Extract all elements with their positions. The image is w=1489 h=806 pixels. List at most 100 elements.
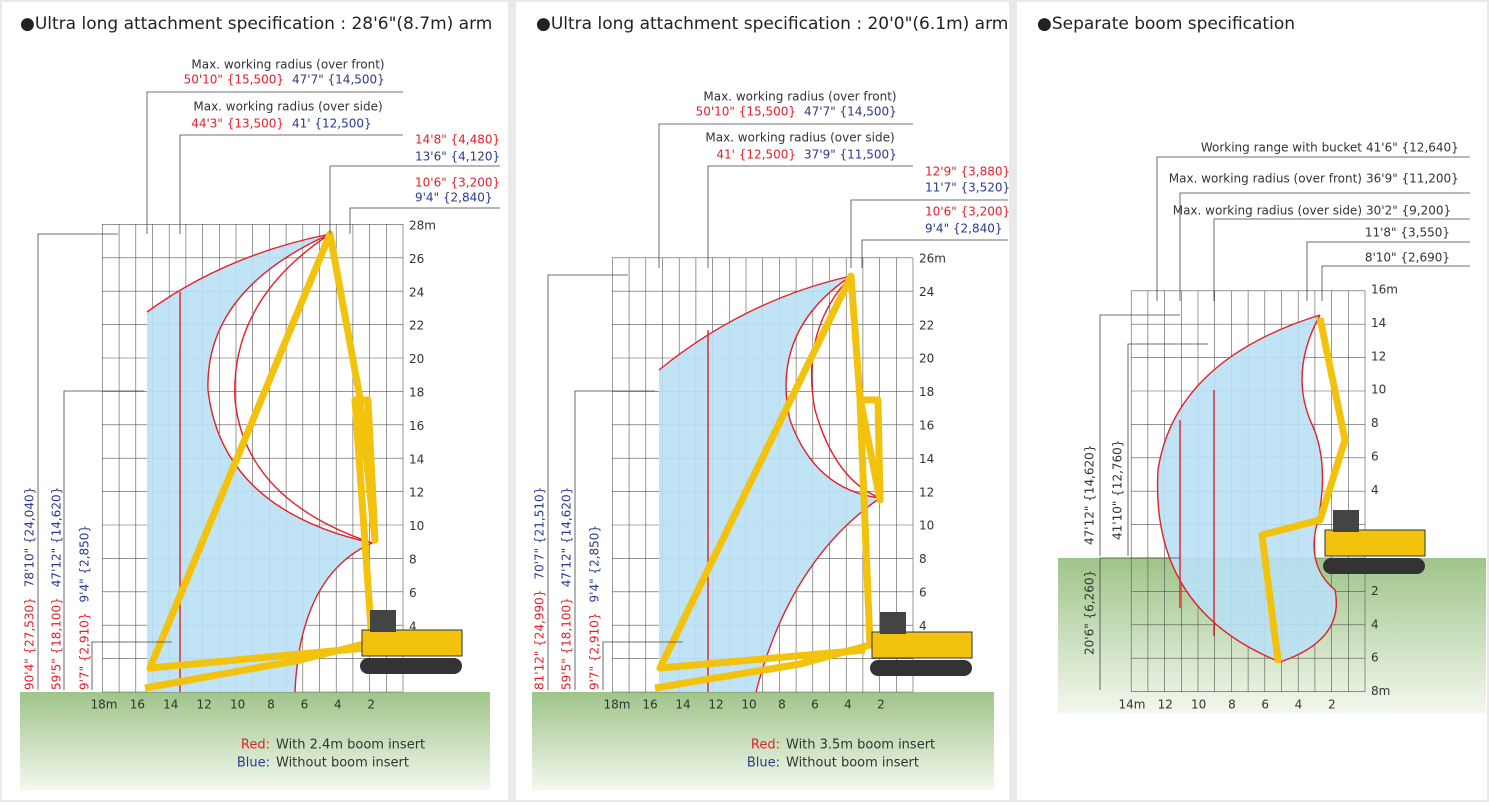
legend-key: Red:: [241, 738, 270, 753]
dimension-value: 11'8" {3,550}: [1365, 226, 1450, 240]
envelope-outline: [146, 233, 375, 693]
dimension-line: [707, 165, 913, 268]
y-tick-label: 10: [1371, 383, 1386, 397]
height-value: 41'10" {12,760}: [1111, 440, 1125, 540]
legend-text: With 2.4m boom insert: [276, 738, 425, 753]
dimension-line: [1213, 218, 1470, 301]
y-tick-label: 6: [919, 586, 927, 600]
y-tick-label: 6: [409, 586, 417, 600]
dimension-value-red: 50'10" {15,500}: [696, 105, 796, 119]
x-tick-label: 8: [1228, 698, 1236, 712]
x-tick-label: 16: [130, 698, 145, 712]
dimension-label: Max. working radius (over front): [191, 58, 384, 72]
dimension-value-red: 12'9" {3,880}: [925, 165, 1010, 179]
dimension-label: Max. working radius (over front): [703, 90, 896, 104]
y-tick-label: 12: [919, 485, 934, 499]
height-line: [547, 274, 628, 690]
panel-title: ●Separate boom specification: [1037, 14, 1295, 34]
height-value-blue: 9'4" {2,850}: [78, 525, 92, 603]
y-tick-label: 24: [919, 285, 934, 299]
dimension-value-red: 10'6" {3,200}: [415, 176, 500, 190]
height-value-red: 9'7" {2,910}: [78, 612, 92, 690]
y-tick-label: 10: [409, 519, 424, 533]
height-value: 20'6" {6,260}: [1083, 570, 1097, 655]
x-tick-label: 2: [367, 698, 375, 712]
height-value-red: 9'7" {2,910}: [588, 612, 602, 690]
x-tick-label: 6: [1261, 698, 1269, 712]
dimension-label: Max. working radius (over side): [1173, 204, 1362, 218]
y-tick-label: 26: [409, 252, 424, 266]
excavator-track: [360, 658, 462, 674]
dimension-value-blue: 41' {12,500}: [292, 117, 372, 131]
x-tick-label: 6: [301, 698, 309, 712]
legend-key: Blue:: [747, 756, 780, 771]
x-tick-label: 2: [877, 698, 885, 712]
panel-title: ●Ultra long attachment specification : 2…: [536, 14, 1008, 34]
excavator-cab: [370, 610, 396, 632]
y-tick-label: 4: [1371, 617, 1379, 631]
x-tick-label: 14: [675, 698, 690, 712]
dimension-value-blue: 47'7" {14,500}: [292, 73, 385, 87]
y-tick-label: 22: [919, 318, 934, 332]
dimension-line: [1179, 192, 1470, 301]
height-value-red: 90'4" {27,530}: [23, 597, 37, 690]
height-value-red: 81'12" {24,990}: [533, 590, 547, 690]
dimension-value-red: 14'8" {4,480}: [415, 133, 500, 147]
x-tick-label: 16: [642, 698, 657, 712]
y-tick-label: 4: [409, 619, 417, 633]
y-tick-label: 8m: [1371, 684, 1390, 698]
excavator-body: [871, 631, 973, 659]
y-tick-label: 2: [1371, 584, 1379, 598]
y-tick-label: 24: [409, 285, 424, 299]
y-tick-label: 26m: [919, 252, 946, 266]
x-tick-label: 14: [163, 698, 178, 712]
height-line: [1127, 343, 1208, 556]
x-tick-label: 10: [741, 698, 756, 712]
x-tick-label: 8: [267, 698, 275, 712]
height-value-red: 59'5" {18,100}: [560, 597, 574, 690]
ground: [20, 692, 490, 790]
x-tick-label: 2: [1328, 698, 1336, 712]
y-tick-label: 14: [1371, 316, 1386, 330]
legend-text: Without boom insert: [276, 756, 409, 771]
dimension-label: Max. working radius (over side): [705, 131, 894, 145]
dimension-line: [850, 199, 1008, 268]
excavator-body: [1324, 529, 1426, 557]
dimension-line: [658, 123, 913, 268]
dimension-value-blue: 47'7" {14,500}: [804, 105, 897, 119]
y-tick-label: 10: [919, 519, 934, 533]
working-envelope: [1157, 315, 1337, 662]
y-tick-label: 12: [1371, 349, 1386, 363]
dimension-line: [179, 134, 403, 234]
legend-text: With 3.5m boom insert: [786, 738, 935, 753]
y-tick-label: 18: [919, 385, 934, 399]
height-value-blue: 78'10" {24,040}: [23, 487, 37, 587]
dimension-value-blue: 37'9" {11,500}: [804, 148, 897, 162]
dimension-value: 36'9" {11,200}: [1366, 172, 1459, 186]
dimension-value-red: 50'10" {15,500}: [184, 73, 284, 87]
legend-text: Without boom insert: [786, 756, 919, 771]
dimension-line: [1156, 156, 1470, 301]
dimension-value-blue: 9'4" {2,840}: [415, 191, 493, 205]
x-tick-label: 10: [1191, 698, 1206, 712]
x-tick-label: 12: [197, 698, 212, 712]
height-value-blue: 47'12" {14,620}: [50, 487, 64, 587]
y-tick-label: 6: [1371, 651, 1379, 665]
x-tick-label: 18m: [604, 698, 631, 712]
y-tick-label: 20: [409, 352, 424, 366]
height-line: [602, 641, 683, 690]
excavator-track: [870, 660, 972, 676]
dimension-line: [861, 239, 1008, 268]
dimension-value-blue: 11'7" {3,520}: [925, 181, 1010, 195]
x-tick-label: 12: [1158, 698, 1173, 712]
height-value-blue: 47'12" {14,620}: [560, 487, 574, 587]
height-line: [37, 233, 118, 690]
legend-key: Red:: [751, 738, 780, 753]
dimension-line: [1321, 265, 1470, 301]
y-tick-label: 16m: [1371, 283, 1398, 297]
height-value-blue: 70'7" {21,510}: [533, 487, 547, 580]
height-line: [1099, 557, 1180, 690]
dimension-value-red: 44'3" {13,500}: [191, 117, 284, 131]
excavator-body: [361, 629, 463, 657]
